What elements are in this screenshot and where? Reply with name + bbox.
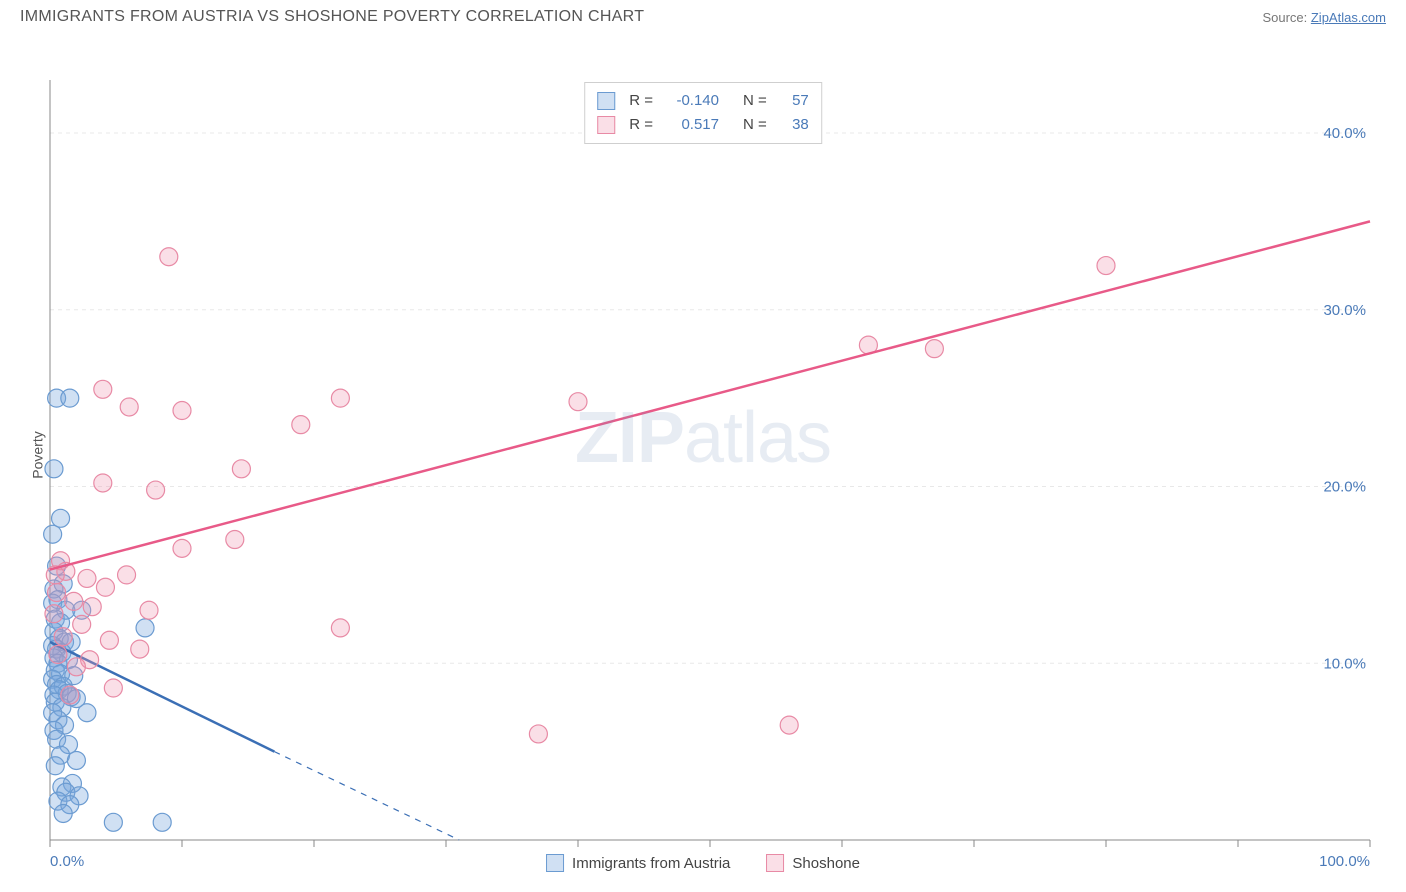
stat-r-label: R = <box>629 113 653 137</box>
legend-swatch <box>766 854 784 872</box>
trend-line <box>50 221 1370 569</box>
stat-n-label: N = <box>743 113 767 137</box>
scatter-point <box>331 389 349 407</box>
scatter-point <box>94 474 112 492</box>
scatter-point <box>65 592 83 610</box>
source: Source: ZipAtlas.com <box>1262 10 1386 25</box>
scatter-point <box>780 716 798 734</box>
scatter-point <box>94 380 112 398</box>
scatter-point <box>45 460 63 478</box>
stats-row: R = -0.140 N = 57 <box>597 89 809 113</box>
scatter-point <box>83 598 101 616</box>
scatter-point <box>569 393 587 411</box>
y-tick-label: 40.0% <box>1323 125 1366 142</box>
source-label: Source: <box>1262 10 1310 25</box>
y-tick-label: 30.0% <box>1323 302 1366 319</box>
scatter-point <box>45 605 63 623</box>
scatter-point <box>529 725 547 743</box>
scatter-point <box>61 389 79 407</box>
scatter-point <box>100 631 118 649</box>
y-tick-label: 20.0% <box>1323 479 1366 496</box>
series-swatch <box>597 116 615 134</box>
scatter-point <box>96 578 114 596</box>
scatter-point <box>48 584 66 602</box>
scatter-point <box>67 751 85 769</box>
bottom-legend: Immigrants from Austria Shoshone <box>546 854 860 872</box>
scatter-chart: 0.0% 100.0% 10.0% 20.0% 30.0% 40.0% <box>0 30 1406 880</box>
legend-item: Immigrants from Austria <box>546 854 730 872</box>
scatter-point <box>173 539 191 557</box>
scatter-point <box>78 569 96 587</box>
scatter-point <box>147 481 165 499</box>
stat-r-label: R = <box>629 89 653 113</box>
scatter-point <box>54 804 72 822</box>
scatter-point <box>104 813 122 831</box>
scatter-point <box>292 416 310 434</box>
scatter-point <box>173 402 191 420</box>
scatter-point <box>140 601 158 619</box>
x-tick-label: 0.0% <box>50 853 84 870</box>
scatter-point <box>78 704 96 722</box>
legend-swatch <box>546 854 564 872</box>
scatter-point <box>67 658 85 676</box>
x-tick-label: 100.0% <box>1319 853 1370 870</box>
legend-label: Immigrants from Austria <box>572 855 730 872</box>
stat-n-label: N = <box>743 89 767 113</box>
scatter-point <box>331 619 349 637</box>
scatter-point <box>104 679 122 697</box>
scatter-point <box>160 248 178 266</box>
scatter-point <box>49 645 67 663</box>
stat-n-value: 57 <box>781 89 809 113</box>
scatter-point <box>1097 257 1115 275</box>
scatter-point <box>118 566 136 584</box>
stat-n-value: 38 <box>781 113 809 137</box>
scatter-point <box>925 340 943 358</box>
scatter-point <box>232 460 250 478</box>
scatter-point <box>44 525 62 543</box>
legend-item: Shoshone <box>766 854 860 872</box>
chart-area: Poverty ZIPatlas 0.0%100.0%10.0%20.0%30.… <box>0 30 1406 880</box>
trend-line-dashed <box>274 752 459 840</box>
source-link[interactable]: ZipAtlas.com <box>1311 10 1386 25</box>
scatter-point <box>153 813 171 831</box>
chart-title: IMMIGRANTS FROM AUSTRIA VS SHOSHONE POVE… <box>20 8 644 26</box>
scatter-point <box>226 531 244 549</box>
stat-r-value: -0.140 <box>667 89 719 113</box>
stat-r-value: 0.517 <box>667 113 719 137</box>
scatter-point <box>61 686 79 704</box>
chart-header: IMMIGRANTS FROM AUSTRIA VS SHOSHONE POVE… <box>0 0 1406 30</box>
stats-row: R = 0.517 N = 38 <box>597 113 809 137</box>
series-swatch <box>597 92 615 110</box>
scatter-point <box>54 628 72 646</box>
scatter-point <box>120 398 138 416</box>
stats-legend: R = -0.140 N = 57 R = 0.517 N = 38 <box>584 82 822 144</box>
scatter-point <box>46 757 64 775</box>
legend-label: Shoshone <box>792 855 860 872</box>
y-axis-label: Poverty <box>30 431 46 478</box>
scatter-point <box>73 615 91 633</box>
y-tick-label: 10.0% <box>1323 655 1366 672</box>
scatter-point <box>52 509 70 527</box>
scatter-point <box>131 640 149 658</box>
scatter-point <box>136 619 154 637</box>
